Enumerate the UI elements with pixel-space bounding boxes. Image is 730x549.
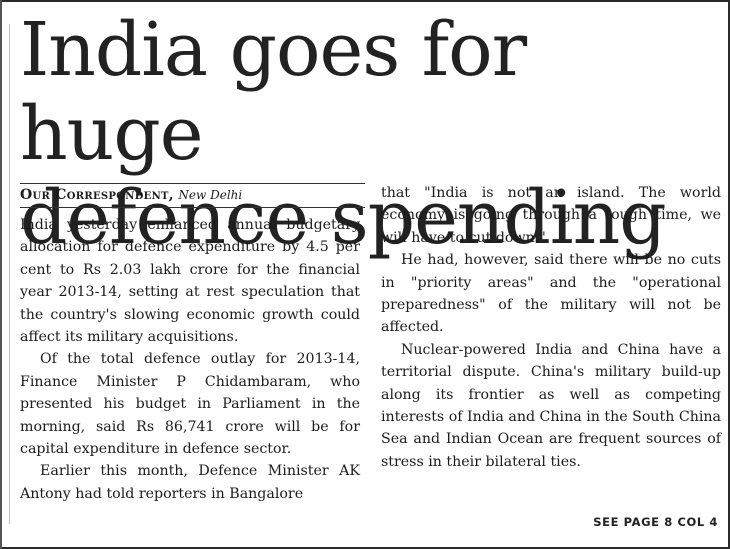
headline: India goes for huge defence spending — [20, 8, 720, 260]
column2-paragraph-2: He had, however, said there will be no c… — [381, 252, 721, 336]
top-border — [0, 0, 730, 2]
bottom-border — [0, 547, 730, 549]
left-column-rule — [9, 24, 10, 524]
column2-paragraph-3: Nuclear-powered India and China have a t… — [381, 341, 721, 470]
headline-line-1: India goes for huge — [20, 7, 527, 177]
byline-place: New Delhi — [178, 188, 243, 202]
article-column-1: India yesterday enhanced annual budgetar… — [20, 214, 360, 505]
byline-author: Our Correspondent, — [20, 187, 174, 203]
article-column-2: that "India is not an island. The world … — [381, 182, 721, 473]
byline-top-rule — [20, 183, 365, 184]
left-border — [0, 0, 2, 549]
right-border — [728, 0, 730, 549]
column1-paragraph-1: India yesterday enhanced annual budgetar… — [20, 217, 360, 346]
jump-reference: SEE PAGE 8 COL 4 — [593, 515, 718, 529]
column2-paragraph-1: that "India is not an island. The world … — [381, 185, 721, 246]
byline: Our Correspondent, New Delhi — [20, 185, 365, 205]
column1-paragraph-2: Of the total defence outlay for 2013-14,… — [20, 351, 360, 458]
column1-paragraph-3: Earlier this month, Defence Minister AK … — [20, 463, 360, 502]
headline-line-2: defence spending — [20, 175, 667, 261]
byline-bottom-rule — [20, 207, 365, 208]
